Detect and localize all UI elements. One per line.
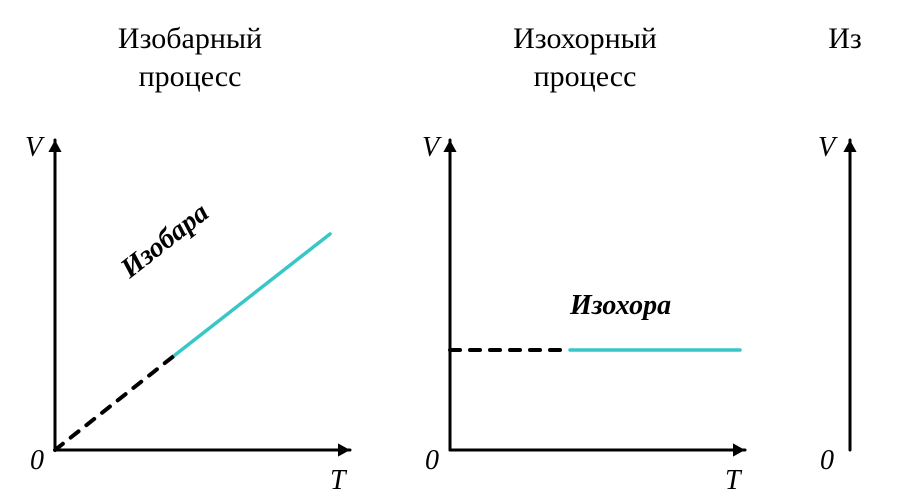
panel-title-line: Изобарный bbox=[0, 20, 380, 58]
plot-area: V0TИзобара bbox=[0, 130, 380, 490]
panel-title-line: процесс bbox=[0, 58, 380, 96]
process-curve bbox=[175, 234, 330, 355]
curve-label: Изохора bbox=[570, 290, 671, 322]
plot-svg bbox=[0, 130, 380, 490]
panel-third: ИзV0 bbox=[790, 0, 900, 500]
y-axis-label: V bbox=[422, 132, 439, 164]
dashed-extrapolation bbox=[55, 355, 175, 450]
panel-title-line: Из bbox=[790, 20, 900, 58]
panel-isochoric: Изохорныйпроцесс V 0 T Изохора bbox=[400, 0, 770, 500]
origin-label: 0 bbox=[820, 445, 834, 477]
panel-isobaric: ИзобарныйпроцессV0TИзобара bbox=[0, 0, 380, 500]
y-axis-label: V bbox=[818, 132, 835, 164]
plot-svg bbox=[790, 130, 900, 490]
plot-area: V0TИзохора bbox=[400, 130, 770, 490]
x-axis-label: T bbox=[330, 465, 346, 497]
origin-label: 0 bbox=[30, 445, 44, 477]
x-axis-label: T bbox=[725, 465, 741, 497]
origin-label: 0 bbox=[425, 445, 439, 477]
y-axis-label: V bbox=[25, 132, 42, 164]
panel-title-line: Изохорный bbox=[400, 20, 770, 58]
panel-title: Изохорныйпроцесс bbox=[400, 20, 770, 95]
panel-title: Изобарныйпроцесс bbox=[0, 20, 380, 95]
plot-area: V0 bbox=[790, 130, 900, 490]
panel-title-line: процесс bbox=[400, 58, 770, 96]
panel-title: Из bbox=[790, 20, 900, 58]
